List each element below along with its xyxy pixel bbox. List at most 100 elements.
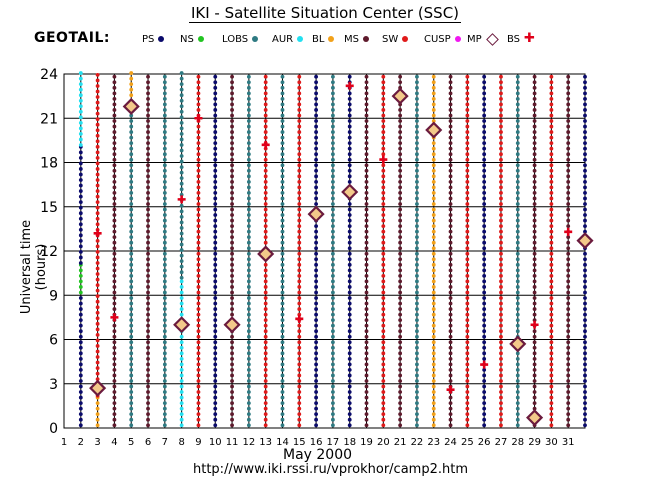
data-point-ms [532,224,537,229]
data-point-ms [364,296,369,300]
data-point-ps [482,96,487,101]
data-point-ms [112,301,117,306]
data-point-lobs [162,179,167,184]
data-point-sw [549,246,554,251]
data-point-lobs [331,146,335,151]
data-point-sw [381,113,386,118]
x-tick-label: 8 [178,437,184,448]
data-point-ps [583,85,587,90]
legend-label: AUR [272,34,294,45]
x-tick-label: 7 [162,437,168,448]
data-point-ps [78,312,83,317]
data-point-ms [398,268,403,273]
data-point-sw [465,196,470,201]
data-point-ps [314,152,318,157]
data-point-bl [431,91,436,96]
data-point-ms [230,174,234,179]
data-point-lobs [515,384,520,389]
data-point-ms [146,202,150,206]
data-point-sw [465,235,470,240]
data-point-lobs [280,224,285,229]
data-point-lobs [415,146,419,151]
data-point-lobs [246,406,251,411]
data-point-ms [112,251,117,256]
x-tick-label: 22 [411,437,424,448]
data-point-ms [230,307,234,311]
data-point-ms [364,157,369,162]
data-point-sw [95,133,100,138]
data-point-sw [263,218,268,223]
data-point-ps [583,362,587,367]
data-point-sw [465,423,470,428]
data-point-lobs [129,318,134,323]
data-point-sw [95,155,100,160]
data-point-ms [230,296,234,300]
data-point-aur [179,307,184,311]
data-point-ms [230,185,234,190]
data-point-lobs [415,102,419,107]
data-point-lobs [280,163,285,168]
data-point-sw [263,307,268,311]
data-point-lobs [162,401,167,406]
data-point-ms [398,235,403,240]
data-point-sw [196,224,201,229]
data-point-ms [398,395,403,400]
data-point-sw [381,146,386,151]
data-point-sw [263,163,268,168]
data-point-ms [566,108,571,112]
data-point-sw [499,213,503,217]
data-point-lobs [415,179,419,184]
data-point-ps [482,146,487,151]
data-point-ms [448,423,453,428]
data-point-ms [230,224,234,229]
data-point-lobs [246,168,251,173]
data-point-lobs [280,395,285,400]
data-point-sw [297,168,302,173]
data-point-lobs [246,290,251,295]
data-point-ps [314,262,318,267]
data-point-sw [549,146,554,151]
data-point-lobs [280,141,285,146]
data-point-sw [381,334,386,339]
data-point-aur [78,120,83,125]
data-point-sw [465,174,470,179]
data-point-lobs [415,334,419,339]
data-point-ms [566,213,571,217]
data-point-ps [78,296,83,300]
data-point-ps [482,384,487,389]
data-point-ps [347,406,352,411]
data-point-sw [381,96,386,101]
data-point-ms [146,185,150,190]
data-point-lobs [162,296,167,300]
data-point-ms [448,119,453,123]
data-point-sw [499,285,503,289]
data-point-lobs [515,174,520,179]
data-point-bl [431,329,436,334]
data-point-lobs [246,91,251,96]
data-point-sw [549,406,554,411]
data-point-lobs [415,157,419,162]
data-point-sw [196,379,201,383]
data-point-bl [431,362,436,367]
data-point-sw [263,213,268,217]
data-point-sw [465,85,470,90]
data-point-sw [499,168,503,173]
data-point-ms [364,102,369,107]
data-point-ms [112,379,117,383]
data-point-sw [297,224,302,229]
data-point-lobs [162,224,167,229]
data-point-sw [499,146,503,151]
data-point-ps [213,323,218,328]
data-point-ps [213,102,218,107]
data-point-bl [129,93,134,98]
data-point-ps [213,340,218,345]
data-point-lobs [515,163,520,168]
data-point-lobs [415,406,419,411]
data-point-bl [431,185,436,190]
data-point-sw [465,179,470,184]
data-point-sw [381,207,386,212]
data-point-lobs [162,301,167,306]
x-tick-label: 20 [377,437,390,448]
data-point-sw [499,218,503,223]
data-point-ms [566,285,571,289]
